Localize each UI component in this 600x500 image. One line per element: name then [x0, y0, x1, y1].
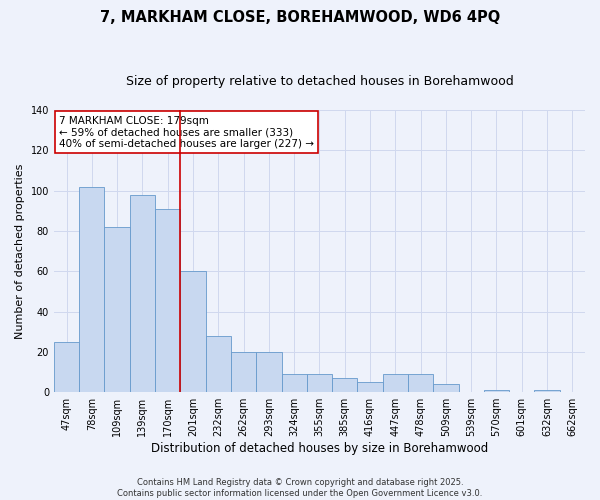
Bar — [181, 272, 206, 392]
Bar — [408, 374, 433, 392]
Bar — [535, 390, 560, 392]
Text: 7 MARKHAM CLOSE: 179sqm
← 59% of detached houses are smaller (333)
40% of semi-d: 7 MARKHAM CLOSE: 179sqm ← 59% of detache… — [59, 116, 314, 149]
Bar — [79, 186, 104, 392]
Bar — [130, 194, 155, 392]
X-axis label: Distribution of detached houses by size in Borehamwood: Distribution of detached houses by size … — [151, 442, 488, 455]
Bar — [104, 227, 130, 392]
Bar — [231, 352, 256, 392]
Bar — [332, 378, 358, 392]
Bar — [256, 352, 281, 392]
Bar — [484, 390, 509, 392]
Bar — [206, 336, 231, 392]
Bar — [54, 342, 79, 392]
Bar — [383, 374, 408, 392]
Bar — [307, 374, 332, 392]
Text: 7, MARKHAM CLOSE, BOREHAMWOOD, WD6 4PQ: 7, MARKHAM CLOSE, BOREHAMWOOD, WD6 4PQ — [100, 10, 500, 25]
Bar — [433, 384, 458, 392]
Title: Size of property relative to detached houses in Borehamwood: Size of property relative to detached ho… — [125, 75, 514, 88]
Bar — [155, 209, 181, 392]
Bar — [358, 382, 383, 392]
Y-axis label: Number of detached properties: Number of detached properties — [15, 164, 25, 339]
Text: Contains HM Land Registry data © Crown copyright and database right 2025.
Contai: Contains HM Land Registry data © Crown c… — [118, 478, 482, 498]
Bar — [281, 374, 307, 392]
